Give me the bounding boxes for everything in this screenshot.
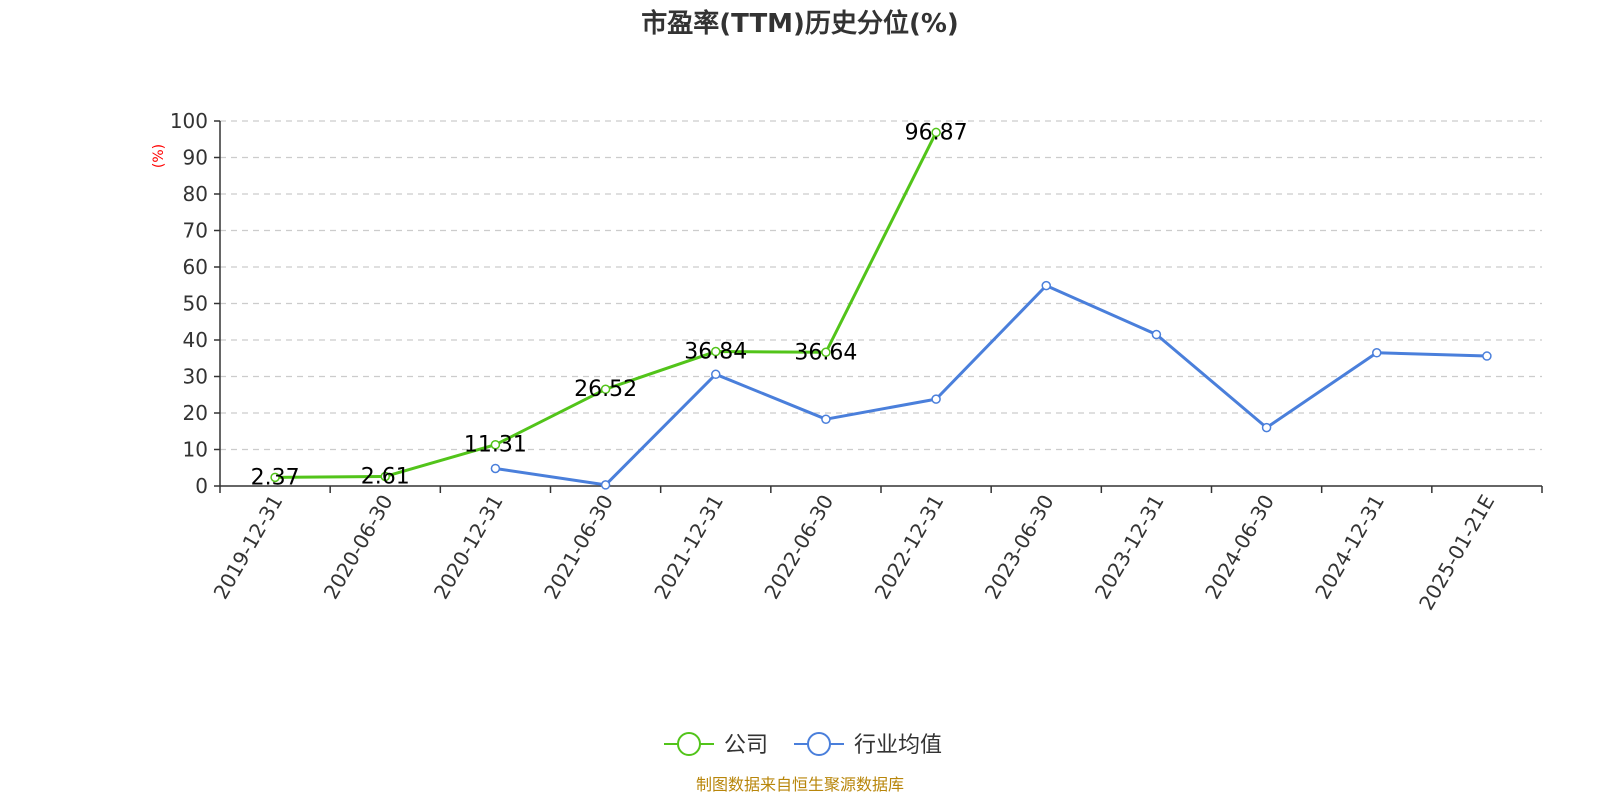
x-tick-label: 2025-01-21E [1414, 491, 1499, 615]
y-tick-label: 100 [170, 109, 208, 133]
x-tick-label: 2021-06-30 [539, 491, 618, 604]
data-point[interactable] [1261, 422, 1272, 433]
legend-marker [807, 732, 831, 756]
data-point[interactable] [490, 463, 501, 474]
y-axis: 0 10 20 30 40 50 60 70 80 90 100 [170, 109, 221, 498]
y-tick-label: 0 [195, 474, 208, 498]
data-point[interactable] [270, 472, 280, 483]
data-point[interactable] [1482, 351, 1492, 361]
data-point[interactable] [711, 369, 721, 380]
grid-lines [220, 120, 1542, 451]
data-label: 96.87 [905, 120, 968, 145]
data-point[interactable] [380, 471, 390, 482]
x-tick-label: 2020-12-31 [429, 490, 508, 603]
legend-marker [677, 732, 701, 756]
data-point[interactable] [1372, 348, 1382, 358]
data-point[interactable] [821, 347, 831, 358]
x-tick-label: 2024-12-31 [1310, 491, 1389, 604]
source-note: 制图数据来自恒生聚源数据库 [696, 775, 904, 794]
legend-item[interactable]: 行业均值 [794, 732, 942, 758]
x-tick-label: 2022-12-31 [870, 490, 949, 603]
y-tick-label: 30 [183, 365, 208, 389]
y-tick-label: 10 [183, 438, 208, 462]
series-line-0 [275, 131, 938, 479]
x-tick-label: 2021-12-31 [649, 491, 728, 604]
x-tick-label: 2020-06-30 [319, 491, 398, 604]
legend-label: 公司 [724, 733, 768, 758]
x-tick-label: 2022-06-30 [759, 491, 838, 604]
data-point[interactable] [931, 127, 941, 138]
y-tick-label: 90 [183, 146, 208, 170]
y-tick-label: 70 [183, 219, 208, 243]
data-point[interactable] [711, 346, 721, 357]
legend[interactable]: 公司 行业均值 [664, 732, 942, 758]
x-tick-label: 2024-06-30 [1200, 491, 1279, 604]
data-labels: 2.37 2.61 11.31 26.52 36.84 36.64 96.87 [251, 120, 968, 490]
x-axis: 2019-12-31 2020-06-30 2020-12-31 2021-06-30… [209, 485, 1543, 615]
y-tick-label: 80 [183, 182, 208, 206]
y-tick-label: 20 [183, 401, 208, 425]
data-point[interactable] [1151, 329, 1162, 340]
legend-label: 行业均值 [854, 733, 942, 758]
data-label: 36.84 [684, 340, 747, 365]
data-point[interactable] [600, 480, 611, 490]
data-label: 11.31 [464, 433, 527, 458]
x-tick-label: 2023-12-31 [1090, 491, 1169, 604]
data-point[interactable] [821, 414, 831, 424]
series-layer [270, 127, 1492, 490]
y-tick-label: 40 [183, 328, 208, 352]
data-label: 36.64 [794, 340, 857, 365]
y-tick-label: 60 [183, 255, 208, 279]
data-point[interactable] [600, 384, 611, 394]
data-point[interactable] [490, 439, 501, 450]
data-label: 26.52 [574, 377, 637, 402]
chart-title: 市盈率(TTM)历史分位(%) [641, 8, 959, 39]
data-label: 2.37 [251, 465, 300, 490]
x-tick-label: 2023-06-30 [980, 491, 1059, 604]
legend-item[interactable]: 公司 [664, 732, 768, 758]
y-axis-title: (%) [151, 144, 167, 168]
x-tick-label: 2019-12-31 [209, 491, 288, 604]
series-line-1 [495, 284, 1487, 487]
data-point[interactable] [931, 394, 941, 404]
data-label: 2.61 [361, 464, 410, 489]
data-point[interactable] [1041, 280, 1051, 291]
y-tick-label: 50 [183, 292, 208, 316]
